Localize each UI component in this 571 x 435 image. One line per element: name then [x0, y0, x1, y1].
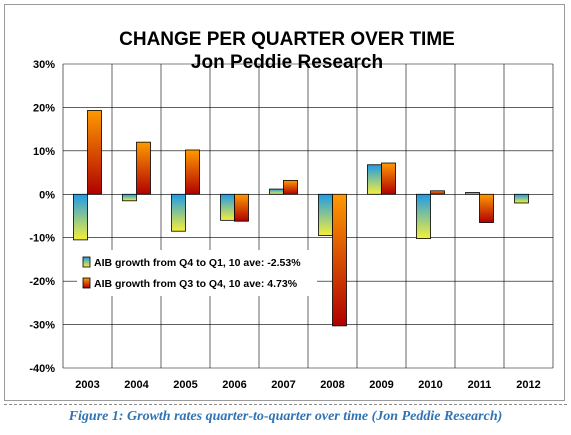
y-tick-label: -30%	[29, 320, 55, 332]
bar-series-1-2012	[514, 193, 529, 204]
x-tick-label: 2007	[271, 379, 295, 391]
y-tick-label: -10%	[29, 233, 55, 245]
x-axis-ticks: 2003 2004 2005 2006 2007 2008 2009 2010 2011 2012	[75, 379, 540, 391]
bar-series-1-2011	[465, 192, 480, 195]
y-tick-label: 20%	[33, 102, 55, 114]
bar-series-1-2006	[220, 193, 235, 221]
legend-label-series-2: AIB growth from Q3 to Q4, 10 ave: 4.73%	[94, 278, 298, 290]
bar-series-2-2010	[430, 190, 445, 195]
x-tick-label: 2011	[468, 379, 492, 391]
legend-swatch-series-2	[82, 277, 91, 289]
x-tick-label: 2012	[516, 379, 540, 391]
x-tick-label: 2006	[222, 379, 246, 391]
bar-series-2-2003	[87, 110, 102, 195]
legend: AIB growth from Q4 to Q1, 10 ave: -2.53%…	[77, 250, 317, 296]
bar-series-1-2005	[171, 193, 186, 232]
y-tick-label: 30%	[33, 59, 55, 71]
bar-series-2-2006	[234, 193, 249, 222]
bar-series-1-2007	[269, 188, 284, 195]
bar-series-2-2005	[185, 149, 200, 195]
bar-series-2-2004	[136, 141, 151, 195]
y-axis-ticks: 30% 20% 10% 0% -10% -20% -30% -40%	[29, 59, 55, 375]
bar-series-1-2003	[73, 193, 88, 241]
bar-series-1-2008	[318, 193, 333, 236]
caption-separator	[4, 404, 567, 405]
figure-caption: Figure 1: Growth rates quarter-to-quarte…	[68, 409, 503, 424]
bar-series-1-2010	[416, 193, 431, 239]
x-tick-label: 2003	[75, 379, 99, 391]
x-tick-label: 2009	[369, 379, 393, 391]
x-tick-label: 2008	[320, 379, 344, 391]
y-tick-label: -20%	[29, 276, 55, 288]
bar-series-2-2008	[332, 193, 347, 327]
y-tick-label: 0%	[39, 189, 55, 201]
x-tick-label: 2004	[124, 379, 149, 391]
chart-frame: CHANGE PER QUARTER OVER TIME Jon Peddie …	[4, 4, 565, 401]
legend-label-series-1: AIB growth from Q4 to Q1, 10 ave: -2.53%	[94, 257, 301, 269]
chart-subtitle: Jon Peddie Research	[191, 52, 383, 73]
bars	[73, 110, 529, 327]
x-tick-label: 2005	[173, 379, 197, 391]
bar-series-1-2004	[122, 193, 137, 202]
legend-box	[77, 250, 317, 296]
legend-swatch-series-1	[82, 256, 91, 268]
bar-series-1-2009	[367, 164, 382, 195]
bar-series-2-2009	[381, 162, 396, 195]
growth-bar-chart: CHANGE PER QUARTER OVER TIME Jon Peddie …	[29, 29, 554, 391]
y-tick-label: -40%	[29, 363, 55, 375]
bar-series-2-2011	[479, 193, 494, 223]
bar-series-2-2007	[283, 179, 298, 195]
x-tick-label: 2010	[418, 379, 442, 391]
chart-title: CHANGE PER QUARTER OVER TIME	[119, 29, 455, 50]
y-tick-label: 10%	[33, 146, 55, 158]
